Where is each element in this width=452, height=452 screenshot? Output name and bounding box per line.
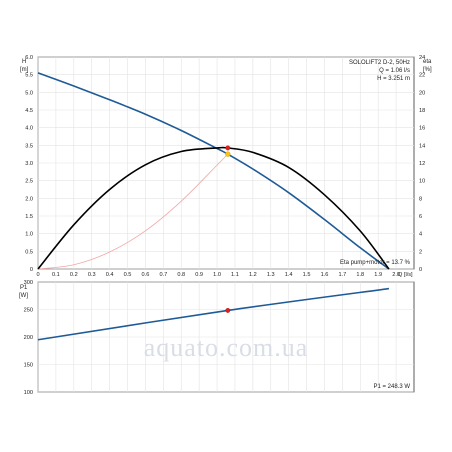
x-tick-label: 1.7 xyxy=(338,272,346,278)
x-tick-label: 0.4 xyxy=(106,272,114,278)
y-tick-label-left: 5.0 xyxy=(25,90,33,96)
x-axis-label: Q [l/s] xyxy=(398,272,413,278)
head-curve-line xyxy=(37,72,390,270)
y-axis-right-label: eta xyxy=(423,59,432,65)
x-tick-label: 1.9 xyxy=(374,272,382,278)
y-tick-label-left: 3.5 xyxy=(25,143,33,149)
annotation-p1: P1 = 248.3 W xyxy=(373,384,410,390)
x-tick-label: 1.3 xyxy=(267,272,275,278)
bottom-y-tick-label: 250 xyxy=(24,308,33,314)
y-tick-label-right: 6 xyxy=(419,214,422,220)
y-tick-label-right: 18 xyxy=(419,108,425,114)
y-tick-label-left: 0 xyxy=(30,267,33,273)
x-tick-label: 0.9 xyxy=(195,272,203,278)
x-tick-label: 1.5 xyxy=(303,272,311,278)
x-tick-label: 0.1 xyxy=(52,272,60,278)
p1-axis-unit: [W] xyxy=(19,293,28,299)
y-axis-left-unit: [m] xyxy=(20,67,29,73)
y-tick-label-right: 10 xyxy=(419,179,425,185)
y-tick-label-left: 1.0 xyxy=(25,232,33,238)
y-tick-label-right: 12 xyxy=(419,161,425,167)
duty-point-head-marker xyxy=(225,151,231,157)
x-tick-label: 0.5 xyxy=(124,272,132,278)
y-tick-label-right: 2 xyxy=(419,249,422,255)
y-tick-label-left: 6.0 xyxy=(25,55,33,61)
y-tick-label-right: 4 xyxy=(419,232,422,238)
bottom-y-tick-label: 200 xyxy=(24,335,33,341)
x-tick-label: 0 xyxy=(36,272,39,278)
y-tick-label-right: 22 xyxy=(419,73,425,79)
x-tick-label: 1.1 xyxy=(231,272,239,278)
y-tick-label-right: 8 xyxy=(419,196,422,202)
x-tick-label: 1.2 xyxy=(249,272,257,278)
y-axis-right-unit: [%] xyxy=(423,67,432,73)
duty-point-efficiency-marker xyxy=(225,145,231,151)
bottom-series xyxy=(37,287,390,341)
annotation-h: H = 3.251 m xyxy=(377,76,410,82)
x-tick-label: 0.3 xyxy=(88,272,96,278)
head-efficiency-chart: 0 0.5 1.0 1.5 2.0 2.5 3.0 3.5 4.0 4.5 5.0 5.5 6.0 0 2… xyxy=(20,55,432,278)
y-tick-label-left: 2.0 xyxy=(25,196,33,202)
y-tick-label-left: 4.0 xyxy=(25,126,33,132)
top-x-ticks: 0 0.1 0.2 0.3 0.4 0.5 0.6 0.7 0.8 0.9 1.0 1.1 1.2 1.3… xyxy=(36,272,400,278)
x-tick-label: 2.0 xyxy=(392,272,400,278)
bottom-grid xyxy=(37,281,414,393)
bottom-y-tick-label: 100 xyxy=(24,390,33,396)
y-tick-label-right: 20 xyxy=(419,90,425,96)
watermark: aquato.com.ua xyxy=(144,333,309,362)
annotation-q: Q = 1.06 l/s xyxy=(379,68,410,74)
top-series xyxy=(37,72,390,270)
top-y-ticks-left: 0 0.5 1.0 1.5 2.0 2.5 3.0 3.5 4.0 4.5 5.0 5.5 6.0 xyxy=(25,55,33,273)
y-tick-label-right: 0 xyxy=(419,267,422,273)
y-tick-label-left: 5.5 xyxy=(25,73,33,79)
system-curve-line xyxy=(37,153,229,270)
bottom-y-tick-label: 300 xyxy=(24,280,33,286)
efficiency-curve-line xyxy=(37,146,390,270)
p1-axis-label: P1 xyxy=(20,285,28,291)
x-tick-label: 0.7 xyxy=(159,272,167,278)
y-axis-left-label: H xyxy=(22,59,26,65)
x-tick-label: 1.0 xyxy=(213,272,221,278)
x-tick-label: 1.4 xyxy=(285,272,293,278)
y-tick-label-right: 16 xyxy=(419,126,425,132)
y-tick-label-left: 4.5 xyxy=(25,108,33,114)
duty-point-power-marker xyxy=(225,308,231,313)
chart-title: SOLOLIFT2 D-2, 50Hz xyxy=(349,60,410,66)
y-tick-label-right: 14 xyxy=(419,143,425,149)
x-tick-label: 0.2 xyxy=(70,272,78,278)
x-tick-label: 1.6 xyxy=(321,272,329,278)
y-tick-label-left: 1.5 xyxy=(25,214,33,220)
power-chart: 300 250 200 150 100 P1 [W] P1 = 248.3 W xyxy=(19,280,415,396)
x-tick-label: 0.6 xyxy=(142,272,150,278)
bottom-y-tick-label: 150 xyxy=(24,363,33,369)
y-tick-label-left: 2.5 xyxy=(25,179,33,185)
top-grid xyxy=(37,56,414,270)
x-tick-label: 0.8 xyxy=(177,272,185,278)
y-tick-label-left: 0.5 xyxy=(25,249,33,255)
y-tick-label-left: 3.0 xyxy=(25,161,33,167)
annotation-eta: Eta pump+motor = 13.7 % xyxy=(340,260,411,266)
y-tick-label-right: 24 xyxy=(419,55,425,61)
x-tick-label: 1.8 xyxy=(356,272,364,278)
bottom-y-ticks: 300 250 200 150 100 xyxy=(24,280,33,396)
